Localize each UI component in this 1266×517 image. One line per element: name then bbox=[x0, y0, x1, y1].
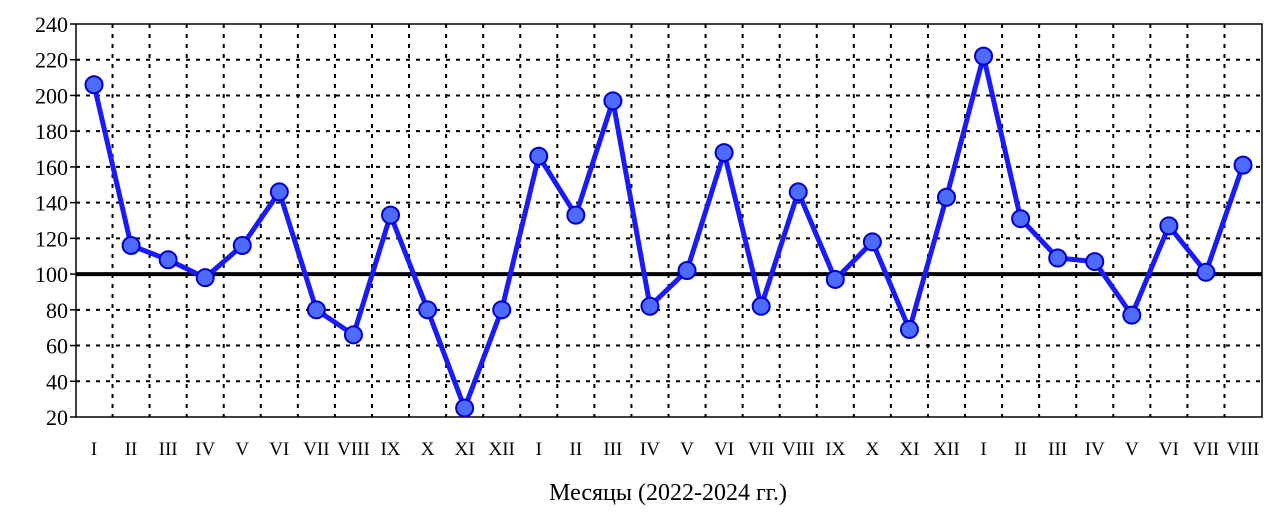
y-tick-label: 240 bbox=[35, 12, 68, 37]
x-tick-label: IX bbox=[825, 439, 845, 460]
series-layer bbox=[84, 46, 1253, 418]
x-tick-label: II bbox=[125, 439, 138, 460]
data-point bbox=[1233, 155, 1253, 175]
x-tick-label: V bbox=[235, 439, 249, 460]
y-tick-label: 160 bbox=[35, 155, 68, 180]
x-tick-label: XI bbox=[455, 439, 475, 460]
data-point bbox=[677, 261, 697, 281]
x-tick-label: X bbox=[865, 439, 879, 460]
grid bbox=[76, 24, 1262, 417]
data-point bbox=[1122, 305, 1142, 325]
x-tick-label: III bbox=[159, 439, 178, 460]
y-tick-label: 100 bbox=[35, 262, 68, 287]
x-tick-label: I bbox=[980, 439, 986, 460]
data-point bbox=[1196, 262, 1216, 282]
x-tick-label: IV bbox=[195, 439, 215, 460]
data-point bbox=[455, 398, 475, 418]
x-tick-label: VII bbox=[303, 439, 329, 460]
data-point bbox=[751, 296, 771, 316]
y-tick-label: 80 bbox=[46, 298, 68, 323]
plot-frame bbox=[75, 23, 1263, 418]
y-tick-label: 120 bbox=[35, 226, 68, 251]
data-point bbox=[121, 236, 141, 256]
data-point bbox=[84, 75, 104, 95]
x-tick-label: II bbox=[1014, 439, 1027, 460]
y-tick-label: 200 bbox=[35, 83, 68, 108]
plot-area bbox=[76, 24, 1262, 417]
data-point bbox=[306, 300, 326, 320]
x-tick-label: VI bbox=[714, 439, 734, 460]
y-tick-label: 140 bbox=[35, 191, 68, 216]
x-tick-label: X bbox=[421, 439, 435, 460]
x-tick-label: VI bbox=[1159, 439, 1179, 460]
x-tick-label: II bbox=[570, 439, 583, 460]
x-tick-label: VIII bbox=[782, 439, 815, 460]
x-tick-label: VIII bbox=[1227, 439, 1260, 460]
y-tick-labels: 20 40 60 80 100 120 140 160 180 200 220 240 bbox=[35, 12, 76, 430]
data-point bbox=[788, 182, 808, 202]
x-tick-label: XII bbox=[933, 439, 959, 460]
data-point bbox=[936, 187, 956, 207]
y-tick-label: 20 bbox=[46, 405, 68, 430]
data-point bbox=[714, 143, 734, 163]
x-tick-label: III bbox=[1048, 439, 1067, 460]
data-point bbox=[1085, 252, 1105, 272]
data-point bbox=[492, 300, 512, 320]
data-point bbox=[381, 205, 401, 225]
data-point bbox=[603, 91, 623, 111]
data-point bbox=[232, 236, 252, 256]
x-tick-label: XII bbox=[489, 439, 515, 460]
data-point bbox=[825, 269, 845, 289]
data-point bbox=[195, 268, 215, 288]
data-point bbox=[566, 205, 586, 225]
data-point bbox=[640, 296, 660, 316]
data-point bbox=[343, 325, 363, 345]
y-tick-label: 60 bbox=[46, 334, 68, 359]
y-tick-label: 180 bbox=[35, 119, 68, 144]
x-tick-label: IX bbox=[380, 439, 400, 460]
data-point bbox=[269, 182, 289, 202]
x-tick-label: III bbox=[603, 439, 622, 460]
x-axis-title: Месяцы (2022-2024 гг.) bbox=[549, 480, 787, 506]
data-point bbox=[158, 250, 178, 270]
x-tick-label: VII bbox=[1193, 439, 1219, 460]
data-point bbox=[1159, 216, 1179, 236]
x-tick-label: V bbox=[680, 439, 694, 460]
data-point bbox=[529, 146, 549, 166]
data-point bbox=[974, 46, 994, 66]
x-tick-label: IV bbox=[640, 439, 660, 460]
data-point bbox=[899, 319, 919, 339]
data-point bbox=[862, 232, 882, 252]
y-tick-label: 220 bbox=[35, 48, 68, 73]
x-tick-label: VI bbox=[269, 439, 289, 460]
x-tick-label: I bbox=[91, 439, 97, 460]
y-tick-label: 40 bbox=[46, 369, 68, 394]
data-point bbox=[1048, 248, 1068, 268]
x-tick-label: IV bbox=[1085, 439, 1105, 460]
x-tick-label: VIII bbox=[337, 439, 370, 460]
data-point bbox=[418, 300, 438, 320]
x-tick-label: VII bbox=[748, 439, 774, 460]
x-tick-labels: I II III IV V VI VII VIII IX X XI XII I II III IV V VI VII… bbox=[91, 439, 1260, 460]
data-point bbox=[1011, 209, 1031, 229]
x-tick-label: I bbox=[536, 439, 542, 460]
x-tick-label: XI bbox=[899, 439, 919, 460]
x-tick-label: V bbox=[1125, 439, 1139, 460]
